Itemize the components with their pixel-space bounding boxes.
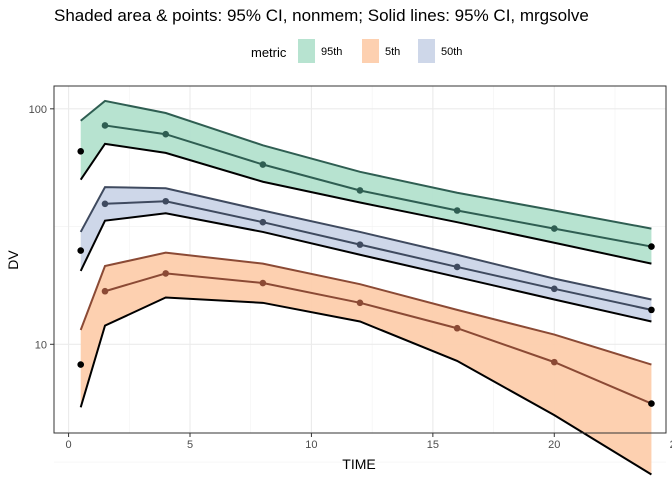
y-tick-label: 100 <box>29 104 47 116</box>
data-point-5th <box>77 361 85 368</box>
ci-ribbon-95th <box>80 100 652 264</box>
data-point-50th <box>356 241 364 248</box>
data-point-5th <box>162 270 170 277</box>
data-point-50th <box>453 263 461 271</box>
ci-ribbon-50th <box>80 187 652 322</box>
data-point-95th <box>259 161 267 168</box>
x-tick-label: 15 <box>427 439 439 451</box>
legend-key-5th <box>362 39 379 63</box>
y-tick-label: 10 <box>35 339 47 351</box>
data-point-50th <box>101 200 109 208</box>
upper-ci-line-5th <box>79 251 652 366</box>
data-point-5th <box>453 324 461 332</box>
lower-ci-line-5th <box>79 296 652 476</box>
data-point-5th <box>101 287 109 295</box>
data-point-95th <box>453 207 461 214</box>
chart-title: Shaded area & points: 95% CI, nonmem; So… <box>54 6 589 25</box>
nonmem-points <box>77 122 655 407</box>
ci-ribbons <box>80 100 652 475</box>
x-tick-label: 10 <box>305 439 317 451</box>
data-point-5th <box>550 358 558 366</box>
y-axis-title: DV <box>5 250 21 270</box>
legend-key-95th <box>298 39 315 63</box>
data-point-50th <box>162 197 170 205</box>
x-tick-label: 0 <box>66 439 72 451</box>
data-point-50th <box>550 285 558 293</box>
legend: metric 95th 5th 50th <box>251 39 462 63</box>
data-point-95th <box>550 225 558 232</box>
ci-ribbon-5th <box>80 252 652 475</box>
data-point-95th <box>162 130 170 138</box>
legend-label-50th: 50th <box>441 46 462 58</box>
x-tick-label: 5 <box>187 439 193 451</box>
data-point-95th <box>77 148 85 155</box>
data-point-95th <box>101 122 109 129</box>
legend-title: metric <box>251 45 287 60</box>
x-tick-label: 25 <box>670 439 672 451</box>
lower-ci-line-50th <box>79 212 652 323</box>
axes: 0 5 10 15 20 25 10 100 <box>29 104 672 451</box>
data-point-5th <box>259 279 267 287</box>
plot-area <box>53 85 667 476</box>
x-tick-label: 20 <box>548 439 560 451</box>
lower-ci-line-95th <box>79 142 652 265</box>
data-point-50th <box>259 218 267 226</box>
data-point-5th <box>648 400 655 407</box>
data-point-5th <box>356 299 364 307</box>
data-point-50th <box>648 306 655 314</box>
upper-ci-line-50th <box>79 186 652 301</box>
legend-key-50th <box>418 39 435 63</box>
upper-ci-line-95th <box>80 99 652 230</box>
data-point-95th <box>356 187 364 194</box>
legend-label-95th: 95th <box>321 46 342 58</box>
data-point-95th <box>648 243 655 250</box>
data-point-50th <box>77 247 85 254</box>
legend-label-5th: 5th <box>385 46 400 58</box>
x-axis-title: TIME <box>342 456 375 472</box>
panel-border <box>53 85 667 434</box>
